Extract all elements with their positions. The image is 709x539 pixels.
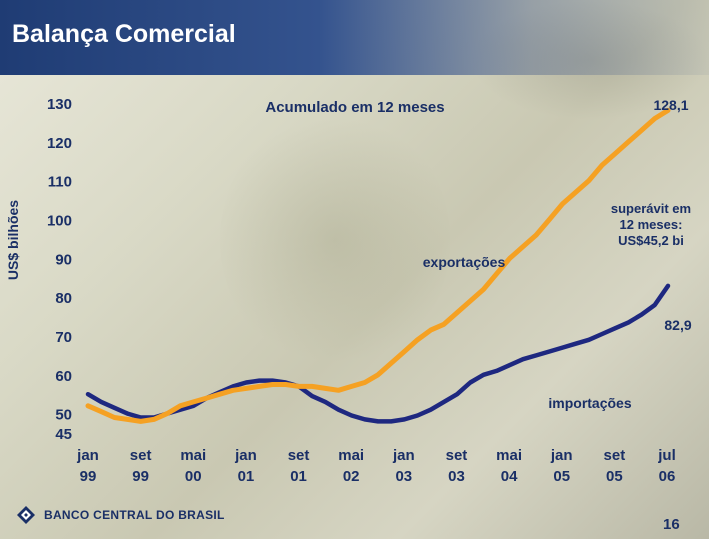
x-tick-label: 04 — [501, 468, 518, 485]
logo-text: BANCO CENTRAL DO BRASIL — [44, 508, 225, 522]
background-watermark — [220, 110, 450, 370]
x-tick-labels: jan 99 set 99 mai 00 jan 01 set 01 mai 02 jan 03 set 03… — [76, 447, 676, 485]
y-tick-label: 45 — [55, 426, 72, 443]
y-tick-label: 70 — [55, 329, 72, 346]
x-tick-label: jul — [657, 447, 676, 464]
x-tick-label: 01 — [238, 468, 255, 485]
x-tick-label: 06 — [659, 468, 676, 485]
x-tick-label: 99 — [132, 468, 149, 485]
x-tick-label: mai — [338, 447, 364, 464]
series-label-importacoes: importações — [548, 395, 631, 411]
annotation-line-3: US$45,2 bi — [618, 233, 684, 248]
x-tick-label: set — [288, 447, 310, 464]
x-tick-label: 03 — [395, 468, 412, 485]
y-tick-label: 100 — [47, 212, 72, 229]
x-tick-label: jan — [550, 447, 573, 464]
x-tick-label: 02 — [343, 468, 360, 485]
x-tick-label: 00 — [185, 468, 202, 485]
x-tick-label: mai — [180, 447, 206, 464]
page-title: Balança Comercial — [12, 20, 236, 48]
y-tick-label: 90 — [55, 251, 72, 268]
y-tick-labels: 45 50 60 70 80 90 100 110 120 130 — [47, 96, 72, 443]
x-tick-label: 05 — [553, 468, 570, 485]
x-tick-label: jan — [392, 447, 415, 464]
end-label-exportacoes: 128,1 — [653, 97, 688, 113]
x-tick-label: 03 — [448, 468, 465, 485]
x-tick-label: set — [130, 447, 152, 464]
x-tick-label: set — [446, 447, 468, 464]
x-tick-label: 01 — [290, 468, 307, 485]
end-label-importacoes: 82,9 — [664, 317, 691, 333]
annotation-line-1: superávit em — [611, 201, 691, 216]
x-tick-label: jan — [76, 447, 99, 464]
y-tick-label: 50 — [55, 407, 72, 424]
chart-title: Acumulado em 12 meses — [265, 99, 444, 116]
footer-logo: BANCO CENTRAL DO BRASIL — [14, 503, 225, 527]
x-tick-label: 05 — [606, 468, 623, 485]
series-line-exportacoes — [85, 107, 671, 424]
x-tick-label: 99 — [80, 468, 97, 485]
page-number: 16 — [663, 516, 680, 533]
y-tick-label: 60 — [55, 368, 72, 385]
series-label-exportacoes: exportações — [423, 254, 506, 270]
x-tick-label: set — [604, 447, 626, 464]
annotation-line-2: 12 meses: — [620, 217, 683, 232]
y-tick-label: 110 — [48, 174, 72, 191]
series-line-importacoes — [85, 283, 671, 424]
y-tick-label: 130 — [47, 96, 72, 113]
y-tick-label: 80 — [55, 290, 72, 307]
header-bar: Balança Comercial — [0, 0, 709, 75]
x-tick-label: mai — [496, 447, 522, 464]
y-axis-label: US$ bilhões — [5, 200, 21, 280]
x-tick-label: jan — [234, 447, 257, 464]
y-tick-label: 120 — [47, 135, 72, 152]
bcb-logo-icon — [17, 506, 35, 524]
